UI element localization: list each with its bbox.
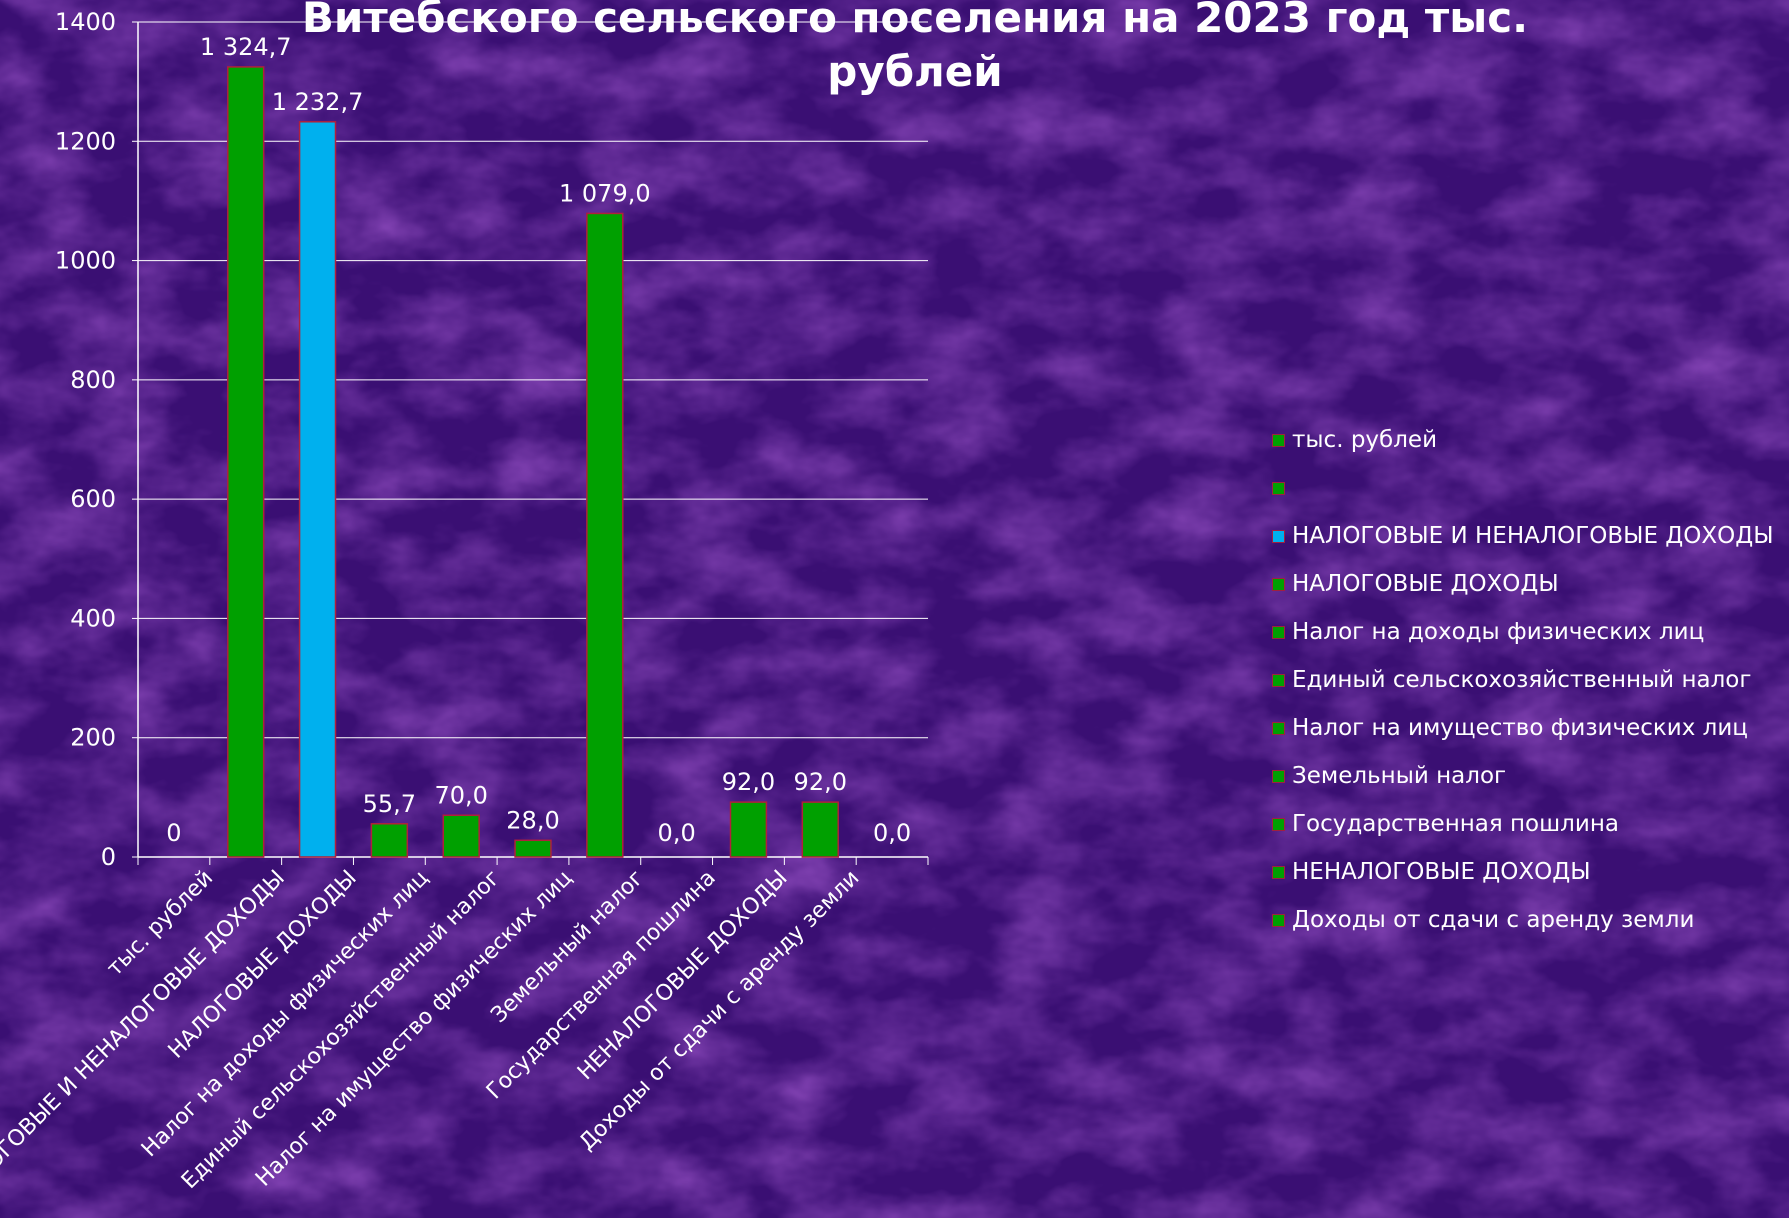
legend-swatch (1272, 914, 1285, 927)
y-tick-label: 1200 (55, 127, 116, 155)
legend-label: НАЛОГОВЫЕ ДОХОДЫ (1292, 571, 1559, 597)
legend-label: НАЛОГОВЫЕ И НЕНАЛОГОВЫЕ ДОХОДЫ (1292, 523, 1774, 549)
bar (298, 121, 337, 858)
data-label: 0,0 (873, 819, 911, 847)
bar (227, 66, 265, 858)
y-tick-label: 0 (101, 843, 116, 871)
legend-swatch (1272, 818, 1285, 831)
data-label: 0 (166, 819, 181, 847)
data-label: 55,7 (363, 790, 416, 818)
data-labels: 0 1 324,7 1 232,7 55,7 70,0 28,0 1 079,0 0,0 92,… (166, 33, 911, 847)
y-tick-label: 800 (70, 366, 116, 394)
data-label: 28,0 (506, 806, 559, 834)
legend-swatch (1272, 866, 1285, 879)
data-label: 1 324,7 (200, 33, 292, 61)
bar (801, 801, 839, 858)
legend-label: тыс. рублей (1292, 427, 1438, 453)
data-label: 92,0 (722, 768, 775, 796)
y-tick-label: 1000 (55, 247, 116, 275)
chart-title-line-1: Витебского сельского поселения на 2023 г… (301, 0, 1529, 42)
legend-swatch (1272, 578, 1285, 591)
y-tick-label: 200 (70, 724, 116, 752)
data-label: 0,0 (658, 819, 696, 847)
legend-swatch (1272, 722, 1285, 735)
y-tick-label: 600 (70, 485, 116, 513)
legend-swatch (1272, 530, 1285, 543)
legend-swatch (1272, 674, 1285, 687)
legend-swatch (1272, 482, 1285, 495)
chart-title-line-2: рублей (827, 47, 1003, 96)
y-axis-ticks: 0 200 400 600 800 1000 1200 1400 (55, 8, 138, 871)
bar (370, 823, 409, 858)
bar (442, 814, 480, 858)
legend-label: Земельный налог (1292, 763, 1507, 789)
bar (514, 839, 552, 858)
y-tick-label: 400 (70, 604, 116, 632)
legend-swatch (1272, 434, 1285, 447)
legend-label: Налог на имущество физических лиц (1292, 715, 1748, 741)
legend-swatch (1272, 770, 1285, 783)
legend-swatch (1272, 626, 1285, 639)
legend-label: Государственная пошлина (1292, 811, 1619, 837)
legend-label: НЕНАЛОГОВЫЕ ДОХОДЫ (1292, 859, 1591, 885)
y-tick-label: 1400 (55, 8, 116, 36)
data-label: 92,0 (794, 768, 847, 796)
bar (586, 212, 624, 858)
legend-label: Налог на доходы физических лиц (1292, 619, 1705, 645)
bar (729, 801, 768, 858)
legend-label: Доходы от сдачи с аренду земли (1292, 907, 1695, 933)
data-label: 1 232,7 (272, 88, 364, 116)
bars (227, 66, 839, 858)
legend-label: Единый сельскохозяйственный налог (1292, 667, 1752, 693)
data-label: 70,0 (434, 781, 487, 809)
gridlines (138, 21, 928, 739)
data-label: 1 079,0 (559, 179, 651, 207)
